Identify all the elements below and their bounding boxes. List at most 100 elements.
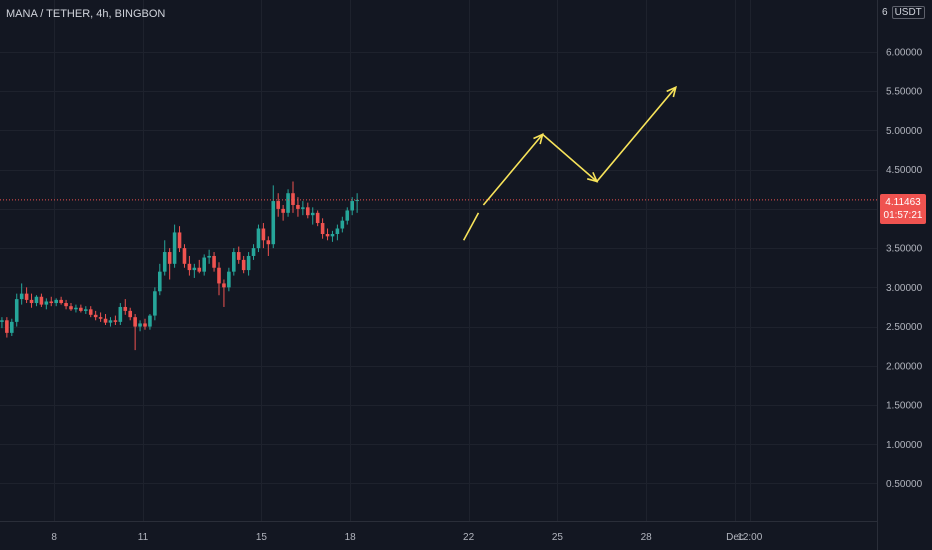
candle-body <box>162 252 167 272</box>
candle-body <box>306 207 310 216</box>
candle-down <box>325 228 330 241</box>
candle-body <box>59 299 63 304</box>
candle-body <box>10 321 14 333</box>
candle-down <box>187 255 192 276</box>
candle-body <box>93 314 98 318</box>
time-tick-label: 22 <box>463 532 475 543</box>
candle-up <box>335 224 340 241</box>
candle-body <box>222 283 226 288</box>
candle-body <box>301 207 305 209</box>
candle-body <box>19 293 24 300</box>
candle-up <box>14 293 19 327</box>
candle-up <box>232 248 236 276</box>
candle-up <box>118 303 123 326</box>
candle-body <box>345 210 350 221</box>
price-scale-top-label: 6 <box>882 7 888 18</box>
candle-body <box>310 212 315 216</box>
candle-body <box>266 240 271 245</box>
candle-body <box>153 291 157 316</box>
candle-body <box>256 228 261 249</box>
price-tick-label: 6.00000 <box>886 48 923 59</box>
candle-down <box>281 204 285 221</box>
candle-body <box>330 234 335 237</box>
candle-down <box>93 310 98 321</box>
candle-up <box>301 201 305 216</box>
candle-body <box>177 232 182 249</box>
time-tick-label: Dec <box>726 532 744 543</box>
candle-down <box>128 307 132 321</box>
currency-badge[interactable]: USDT <box>891 6 925 19</box>
arrow-head <box>666 85 677 98</box>
candle-down <box>113 315 118 326</box>
candle-up <box>44 298 49 310</box>
candle-body <box>133 317 137 327</box>
price-tick-label: 3.00000 <box>886 283 923 294</box>
candle-body <box>34 296 39 304</box>
candle-body <box>158 271 162 292</box>
candle-body <box>143 323 147 327</box>
candle-down <box>182 244 187 268</box>
time-tick-label: 28 <box>641 532 653 543</box>
candle-up <box>227 267 231 292</box>
currency-label[interactable]: 6 USDT <box>882 6 925 19</box>
candle-body <box>246 255 251 271</box>
candle-up <box>192 263 197 278</box>
arrow-head <box>533 132 544 145</box>
candle-down <box>236 246 241 264</box>
candle-up <box>350 197 354 216</box>
candle-up <box>158 263 162 296</box>
price-scale: 6.00000 5.50000 5.00000 4.50000 3.50000 3.000… <box>886 48 923 490</box>
candle-body <box>296 204 300 209</box>
candle-body <box>98 317 103 319</box>
candle-body <box>325 234 330 237</box>
candle-down <box>133 314 137 351</box>
candle-up <box>256 224 261 253</box>
chart-grid <box>0 0 877 521</box>
candle-body <box>207 255 211 258</box>
price-tick-label: 1.00000 <box>886 440 923 451</box>
forecast-path <box>482 86 677 206</box>
candle-body <box>54 299 58 304</box>
candle-body <box>187 263 192 271</box>
candle-body <box>108 320 113 323</box>
time-tick-label: 15 <box>256 532 268 543</box>
candle-body <box>232 252 236 272</box>
candle-body <box>0 320 4 322</box>
candle-up <box>162 240 167 276</box>
candle-up <box>345 207 350 225</box>
candle-body <box>167 252 172 264</box>
candle-up <box>310 207 315 225</box>
candle-down <box>167 248 172 280</box>
candle-body <box>320 223 325 235</box>
candle-body <box>148 315 152 327</box>
candle-down <box>143 318 147 330</box>
candle-down <box>88 306 93 318</box>
candle-up <box>251 244 256 260</box>
candle-body <box>128 310 132 318</box>
candle-down <box>24 287 29 304</box>
candle-body <box>118 306 123 322</box>
forecast-arrows <box>462 85 677 241</box>
candle-up <box>153 287 157 321</box>
candle-down <box>29 293 34 308</box>
candle-body <box>88 309 93 315</box>
candle-body <box>84 309 88 311</box>
candle-body <box>182 248 187 264</box>
candle-body <box>74 307 78 310</box>
time-tick-label: 25 <box>552 532 564 543</box>
symbol-title[interactable]: MANA / TETHER, 4h, BINGBON <box>6 8 166 20</box>
candle-down <box>98 312 103 322</box>
candle-down <box>266 236 271 256</box>
candle-up <box>138 320 142 332</box>
candle-body <box>44 301 49 305</box>
candle-up <box>286 189 290 217</box>
candle-up <box>84 306 88 315</box>
arrow-head <box>587 171 599 183</box>
time-tick-label: 12:00 <box>737 532 762 543</box>
current-price-tag: 4.11463 01:57:21 <box>880 194 926 224</box>
candle-down <box>39 293 44 307</box>
candle-down <box>64 299 68 310</box>
candle-body <box>103 318 108 323</box>
candle-body <box>227 271 231 288</box>
